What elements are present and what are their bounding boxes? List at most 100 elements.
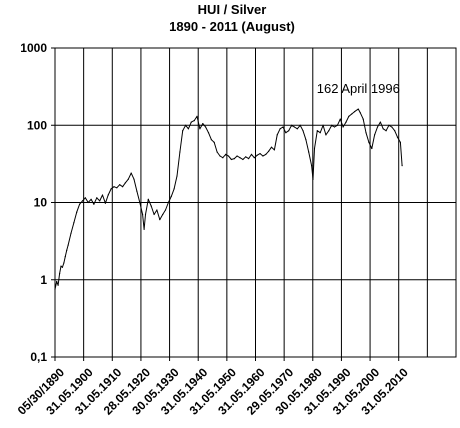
data-point [81, 200, 84, 202]
data-point [159, 219, 161, 221]
data-point [54, 288, 56, 290]
data-point [56, 280, 58, 283]
gridlines [55, 47, 456, 358]
data-point [202, 123, 204, 125]
data-point [139, 201, 141, 204]
data-point [64, 255, 66, 258]
data-point [333, 126, 336, 128]
data-point [133, 178, 135, 180]
data-point [219, 155, 221, 157]
data-point [401, 165, 403, 167]
data-point [99, 200, 101, 202]
chart-title: HUI / Silver [198, 2, 267, 17]
data-point [351, 113, 353, 115]
data-point [147, 198, 149, 200]
data-point [213, 141, 215, 143]
data-point [245, 156, 247, 158]
data-point [322, 124, 324, 126]
data-point [285, 132, 287, 134]
data-point [273, 149, 275, 151]
data-point [302, 130, 304, 132]
y-axis-ticks: 1000 100 10 1 0,1 [20, 41, 55, 364]
data-point [179, 151, 181, 153]
data-point [233, 158, 235, 160]
data-point [253, 157, 255, 159]
data-point [216, 151, 218, 153]
data-point [122, 186, 124, 188]
data-point [225, 153, 227, 155]
series-layer [54, 108, 403, 290]
data-point [207, 132, 210, 134]
data-point [150, 205, 152, 207]
data-point [199, 128, 201, 130]
data-point [205, 126, 207, 128]
data-point [76, 211, 78, 213]
data-point [187, 128, 189, 130]
data-point [382, 128, 384, 130]
data-point [142, 213, 144, 216]
data-point [299, 124, 301, 126]
y-tick-label: 10 [34, 196, 48, 210]
data-point [357, 108, 359, 110]
data-point [113, 186, 115, 188]
data-point [96, 197, 98, 199]
data-point [391, 126, 393, 128]
data-point [388, 124, 390, 126]
data-point [312, 178, 314, 180]
data-point [136, 190, 138, 192]
chart-subtitle: 1890 - 2011 (August) [169, 19, 295, 34]
data-point [67, 244, 69, 246]
data-point [311, 165, 313, 167]
data-point [227, 155, 230, 157]
data-point [182, 130, 184, 132]
data-point [305, 139, 307, 141]
data-point [282, 126, 284, 128]
data-point [60, 265, 62, 267]
data-point [316, 130, 318, 132]
data-point [116, 187, 118, 189]
y-tick-label: 0,1 [30, 350, 47, 364]
data-point [101, 194, 104, 196]
data-point [119, 184, 121, 186]
data-point [70, 232, 72, 234]
data-point [348, 115, 350, 117]
data-point [342, 126, 344, 128]
data-point [162, 213, 164, 216]
data-point [256, 154, 258, 156]
data-point [61, 266, 64, 268]
data-point [143, 228, 145, 230]
data-point [331, 124, 333, 126]
data-point [371, 147, 373, 150]
data-point [236, 155, 238, 157]
data-point [291, 124, 293, 126]
y-tick-label: 100 [27, 118, 47, 132]
data-point [73, 222, 75, 224]
data-point [185, 124, 187, 126]
data-point [368, 141, 370, 143]
data-point [107, 194, 109, 196]
data-point [242, 158, 244, 161]
data-point [288, 130, 290, 132]
data-point [313, 147, 316, 150]
data-point [308, 151, 310, 153]
data-point [379, 121, 381, 123]
data-point [239, 157, 241, 159]
data-point [93, 203, 95, 205]
data-point [144, 213, 147, 216]
data-point [359, 112, 361, 114]
data-point [339, 118, 341, 120]
data-point [262, 155, 264, 157]
data-point [259, 153, 261, 155]
data-point [345, 121, 347, 123]
y-tick-label: 1 [40, 273, 47, 287]
data-point [153, 213, 155, 216]
x-axis-ticks: 05/30/189031.05.190031.05.191028.05.1920… [15, 357, 411, 418]
data-point [279, 128, 281, 130]
data-point [376, 126, 379, 128]
data-point [170, 195, 172, 197]
data-point [63, 262, 65, 264]
data-point [190, 121, 192, 123]
data-point [354, 111, 356, 113]
data-point [265, 153, 267, 155]
data-point [394, 130, 396, 132]
